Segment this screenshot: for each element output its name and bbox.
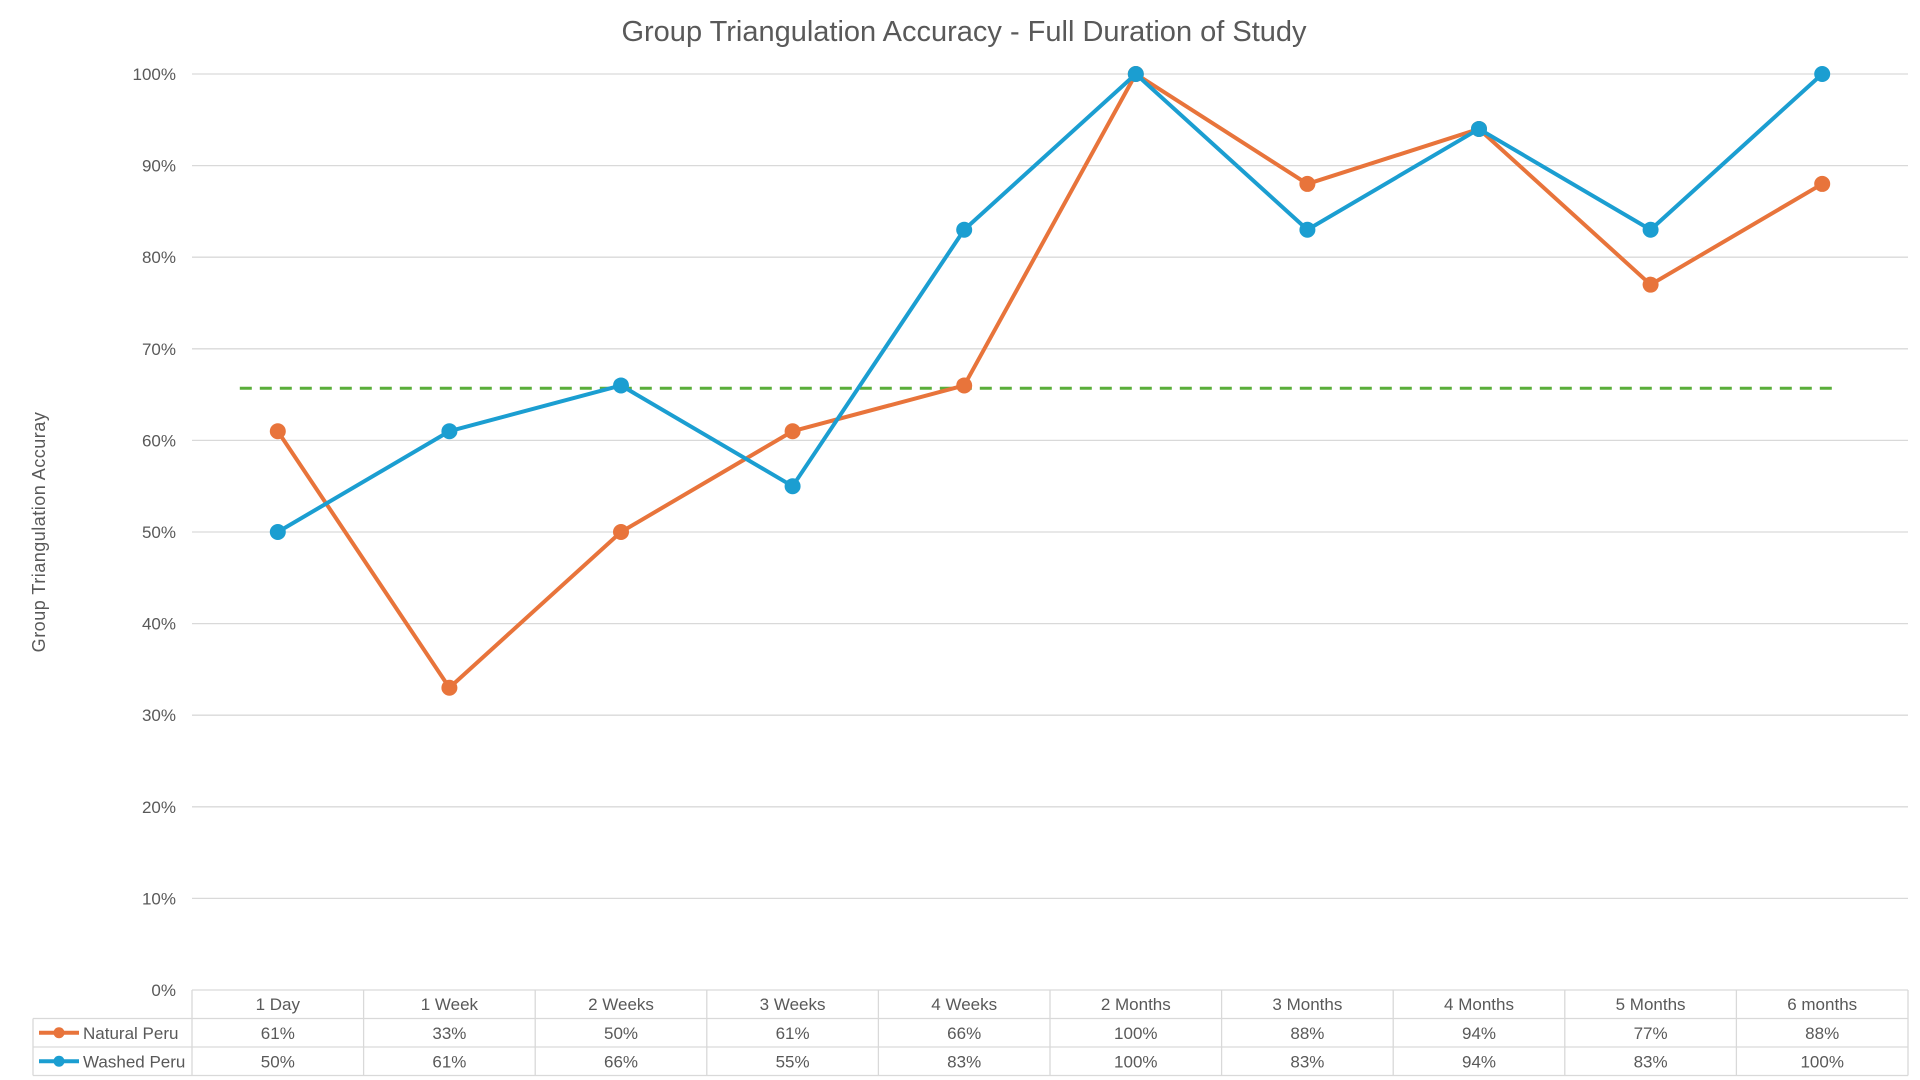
y-tick-label: 10% — [142, 889, 176, 908]
y-tick-label: 90% — [142, 157, 176, 176]
data-label: 77% — [1634, 1024, 1668, 1043]
legend-swatch-marker — [53, 1055, 65, 1067]
data-label: 50% — [604, 1024, 638, 1043]
data-point — [1814, 175, 1831, 192]
data-table: 1 Day 1 Week 2 Weeks 3 Weeks 4 Weeks 2 Months… — [32, 989, 1909, 1077]
data-point — [784, 423, 801, 440]
legend-label: Natural Peru — [83, 1024, 178, 1043]
data-label: 66% — [947, 1024, 981, 1043]
y-tick-label: 50% — [142, 523, 176, 542]
data-point — [1814, 66, 1831, 82]
data-label: 83% — [1290, 1052, 1324, 1071]
x-tick-label: 2 Weeks — [588, 995, 654, 1014]
series-layer — [269, 66, 1831, 696]
y-tick-label: 60% — [142, 431, 176, 450]
legend-label: Washed Peru — [83, 1052, 185, 1071]
y-tick-label: 0% — [151, 981, 176, 1000]
data-point — [784, 478, 801, 495]
y-tick-label: 20% — [142, 798, 176, 817]
x-tick-label: 4 Months — [1444, 995, 1514, 1014]
x-tick-label: 3 Weeks — [760, 995, 826, 1014]
y-tick-label: 70% — [142, 340, 176, 359]
chart-title: Group Triangulation Accuracy - Full Dura… — [621, 16, 1307, 48]
data-label: 94% — [1462, 1052, 1496, 1071]
data-point — [269, 423, 286, 440]
data-label: 83% — [947, 1052, 981, 1071]
data-point — [1471, 120, 1487, 137]
legend-swatch-marker — [53, 1027, 65, 1039]
data-label: 100% — [1114, 1052, 1157, 1071]
data-point — [269, 524, 286, 540]
series-line — [276, 72, 1824, 690]
x-tick-label: 1 Day — [256, 995, 301, 1014]
data-label: 83% — [1634, 1052, 1668, 1071]
data-point — [441, 679, 458, 696]
data-point — [1299, 221, 1316, 238]
x-tick-label: 2 Months — [1101, 995, 1171, 1014]
data-point — [441, 423, 458, 440]
data-label: 55% — [776, 1052, 810, 1071]
data-label: 66% — [604, 1052, 638, 1071]
data-point — [956, 377, 973, 394]
data-point — [1127, 66, 1144, 82]
data-label: 100% — [1114, 1024, 1157, 1043]
y-tick-label: 40% — [142, 615, 176, 634]
x-tick-label: 5 Months — [1616, 995, 1686, 1014]
series-natural-peru — [269, 66, 1831, 696]
data-label: 61% — [432, 1052, 466, 1071]
legend-entry: Natural Peru — [39, 1024, 178, 1043]
data-point — [613, 524, 629, 540]
data-label: 61% — [776, 1024, 810, 1043]
x-tick-label: 1 Week — [421, 995, 479, 1014]
data-point — [956, 221, 973, 238]
data-label: 94% — [1462, 1024, 1496, 1043]
data-point — [1642, 221, 1659, 238]
x-tick-label: 3 Months — [1272, 995, 1342, 1014]
y-axis-label: Group Triangulation Accuray — [29, 412, 49, 653]
x-tick-label: 4 Weeks — [931, 995, 997, 1014]
data-label: 88% — [1805, 1024, 1839, 1043]
legend-entry: Washed Peru — [39, 1052, 185, 1071]
data-label: 61% — [261, 1024, 295, 1043]
y-tick-label: 80% — [142, 248, 176, 267]
gridlines — [192, 73, 1908, 900]
data-point — [613, 377, 629, 394]
x-tick-label: 6 months — [1787, 995, 1857, 1014]
y-tick-label: 30% — [142, 706, 176, 725]
data-label: 50% — [261, 1052, 295, 1071]
y-tick-label: 100% — [133, 65, 176, 84]
series-line — [276, 72, 1824, 534]
data-label: 100% — [1800, 1052, 1843, 1071]
data-point — [1299, 175, 1316, 192]
data-label: 33% — [432, 1024, 466, 1043]
series-washed-peru — [269, 66, 1831, 540]
data-label: 88% — [1290, 1024, 1324, 1043]
y-axis-ticks: 0% 10% 20% 30% 40% 50% 60% 70% 80% 90% 100% — [133, 65, 176, 1000]
data-point — [1642, 276, 1659, 293]
